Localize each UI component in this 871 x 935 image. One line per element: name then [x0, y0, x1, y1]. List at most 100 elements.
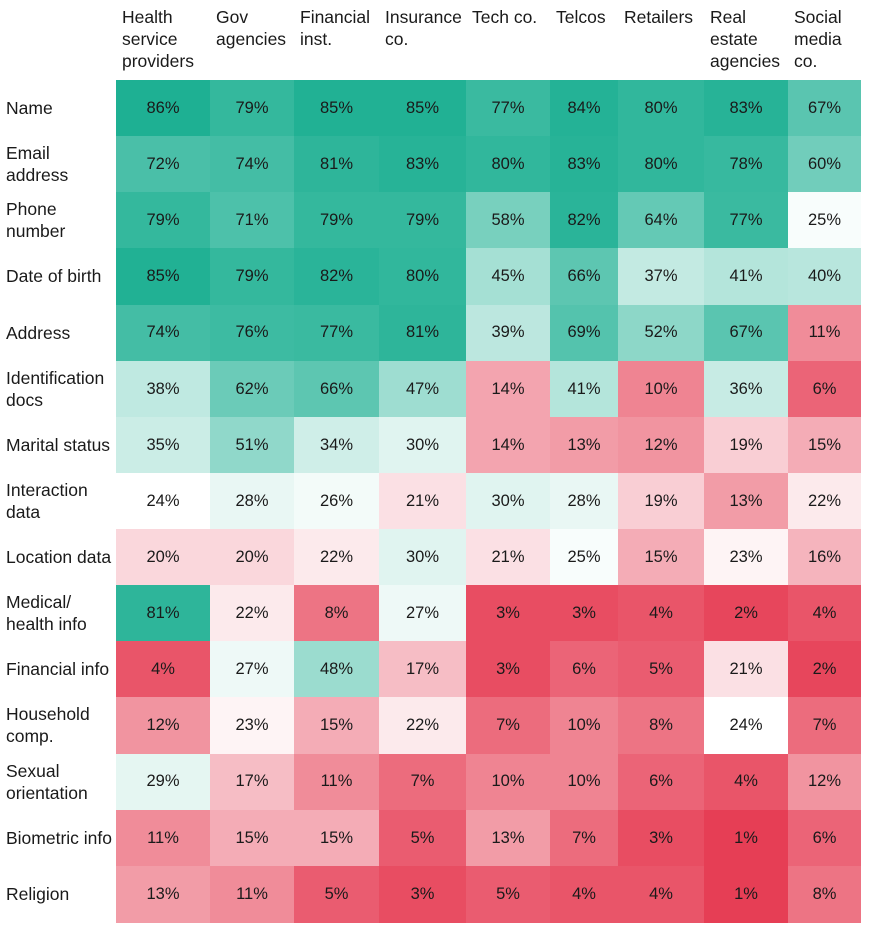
heatmap-cell: 74%: [210, 136, 294, 193]
heatmap-cell: 77%: [466, 80, 550, 137]
heatmap-cell: 76%: [210, 304, 294, 362]
heatmap-cell: 81%: [116, 585, 210, 642]
heatmap-cell: 84%: [550, 80, 618, 137]
heatmap-cell: 10%: [550, 697, 618, 755]
heatmap-cell: 28%: [550, 472, 618, 530]
column-header: Gov agencies: [216, 7, 287, 49]
heatmap-cell: 16%: [788, 529, 861, 586]
heatmap-cell: 79%: [116, 192, 210, 249]
heatmap-cell: 80%: [618, 136, 704, 193]
heatmap-cell: 37%: [618, 248, 704, 306]
heatmap-cell: 5%: [294, 865, 379, 923]
heatmap-cell: 77%: [294, 304, 379, 362]
heatmap-cell: 10%: [618, 360, 704, 418]
heatmap-cell: 23%: [704, 529, 788, 586]
heatmap-cell: 5%: [466, 865, 550, 923]
heatmap-cell: 40%: [788, 248, 861, 306]
heatmap-cell: 13%: [466, 809, 550, 867]
heatmap-cell: 12%: [116, 697, 210, 755]
heatmap-cell: 21%: [379, 472, 466, 530]
heatmap-cell: 45%: [466, 248, 550, 306]
heatmap-cell: 11%: [210, 865, 294, 923]
heatmap-cell: 86%: [116, 80, 210, 137]
heatmap-cell: 15%: [210, 809, 294, 867]
heatmap-cell: 4%: [618, 865, 704, 923]
heatmap-cell: 15%: [294, 697, 379, 755]
heatmap-cell: 7%: [466, 697, 550, 755]
heatmap-cell: 27%: [379, 585, 466, 642]
row-label: Email address: [6, 143, 69, 186]
heatmap-cell: 30%: [466, 472, 550, 530]
heatmap-cell: 4%: [788, 585, 861, 642]
heatmap-cell: 30%: [379, 416, 466, 474]
heatmap-cell: 8%: [618, 697, 704, 755]
heatmap-cell: 58%: [466, 192, 550, 249]
heatmap-cell: 41%: [704, 248, 788, 306]
heatmap-cell: 71%: [210, 192, 294, 249]
heatmap-cell: 82%: [294, 248, 379, 306]
heatmap-cell: 62%: [210, 360, 294, 418]
row-label: Address: [6, 322, 71, 343]
heatmap-cell: 66%: [550, 248, 618, 306]
heatmap-cell: 5%: [618, 641, 704, 699]
heatmap-cell: 15%: [294, 809, 379, 867]
heatmap-cell: 22%: [788, 472, 861, 530]
heatmap-cell: 28%: [210, 472, 294, 530]
heatmap-cell: 25%: [550, 529, 618, 586]
heatmap-cell: 8%: [294, 585, 379, 642]
column-header: Real estate agencies: [710, 7, 781, 71]
heatmap-cell: 3%: [550, 585, 618, 642]
heatmap-cell: 22%: [210, 585, 294, 642]
heatmap-cell: 81%: [294, 136, 379, 193]
heatmap-cell: 83%: [550, 136, 618, 193]
heatmap-cell: 8%: [788, 865, 861, 923]
row-label: Religion: [6, 883, 70, 904]
heatmap-cell: 79%: [294, 192, 379, 249]
heatmap-cell: 3%: [466, 641, 550, 699]
row-label: Financial info: [6, 659, 110, 680]
heatmap-cell: 14%: [466, 360, 550, 418]
row-label: Location data: [6, 547, 112, 568]
heatmap-cell: 22%: [379, 697, 466, 755]
heatmap-cell: 80%: [379, 248, 466, 306]
row-label: Interaction data: [6, 479, 88, 522]
heatmap-cell: 27%: [210, 641, 294, 699]
heatmap-cell: 81%: [379, 304, 466, 362]
heatmap-cell: 5%: [379, 809, 466, 867]
heatmap-cell: 85%: [116, 248, 210, 306]
heatmap-cell: 11%: [788, 304, 861, 362]
heatmap-cell: 13%: [704, 472, 788, 530]
row-label: Date of birth: [6, 266, 102, 287]
column-header: Tech co.: [472, 7, 538, 27]
heatmap-cell: 7%: [379, 753, 466, 811]
row-label: Biometric info: [6, 827, 113, 848]
heatmap-cell: 85%: [379, 80, 466, 137]
heatmap-cell: 12%: [618, 416, 704, 474]
heatmap-cell: 6%: [788, 809, 861, 867]
heatmap-cell: 15%: [788, 416, 861, 474]
heatmap-cell: 26%: [294, 472, 379, 530]
heatmap-cell: 10%: [466, 753, 550, 811]
heatmap-cell: 85%: [294, 80, 379, 137]
heatmap-cell: 20%: [210, 529, 294, 586]
heatmap-cell: 3%: [618, 809, 704, 867]
heatmap-cell: 10%: [550, 753, 618, 811]
heatmap-cell: 22%: [294, 529, 379, 586]
heatmap-cell: 17%: [379, 641, 466, 699]
heatmap-cell: 14%: [466, 416, 550, 474]
heatmap-cell: 30%: [379, 529, 466, 586]
heatmap-cell: 39%: [466, 304, 550, 362]
heatmap-cell: 13%: [116, 865, 210, 923]
heatmap-cell: 67%: [704, 304, 788, 362]
row-label: Marital status: [6, 434, 111, 455]
row-label: Phone number: [6, 199, 66, 242]
heatmap-cell: 6%: [788, 360, 861, 418]
heatmap-cell: 2%: [704, 585, 788, 642]
heatmap-cell: 7%: [550, 809, 618, 867]
heatmap-cell: 38%: [116, 360, 210, 418]
heatmap-cell: 79%: [210, 80, 294, 137]
heatmap-cell: 3%: [379, 865, 466, 923]
heatmap-cell: 7%: [788, 697, 861, 755]
heatmap-cell: 34%: [294, 416, 379, 474]
heatmap-cell: 4%: [618, 585, 704, 642]
